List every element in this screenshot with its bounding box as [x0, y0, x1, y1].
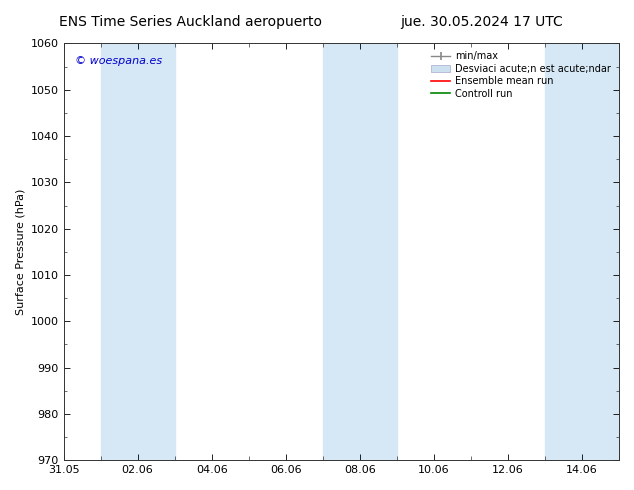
Y-axis label: Surface Pressure (hPa): Surface Pressure (hPa)	[15, 189, 25, 315]
Legend: min/max, Desviaci acute;n est acute;ndar, Ensemble mean run, Controll run: min/max, Desviaci acute;n est acute;ndar…	[428, 49, 614, 101]
Bar	[323, 44, 397, 460]
Text: jue. 30.05.2024 17 UTC: jue. 30.05.2024 17 UTC	[401, 15, 563, 29]
Text: © woespana.es: © woespana.es	[75, 56, 162, 66]
Bar	[545, 44, 619, 460]
Bar	[101, 44, 174, 460]
Text: ENS Time Series Auckland aeropuerto: ENS Time Series Auckland aeropuerto	[59, 15, 321, 29]
